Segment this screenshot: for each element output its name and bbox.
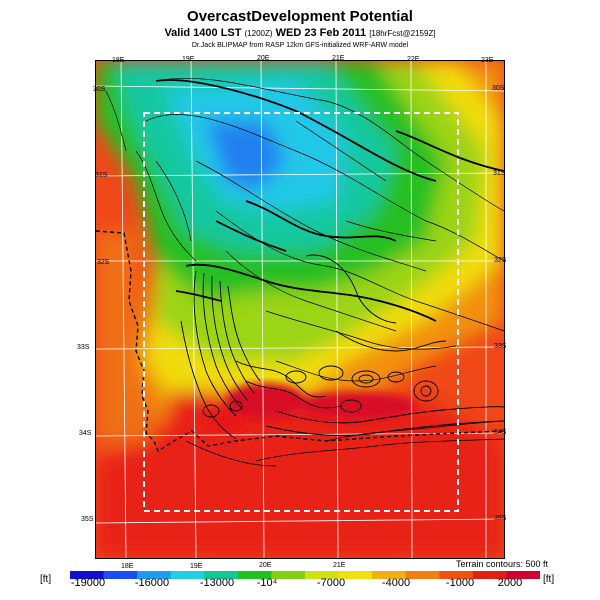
lat-label-right: 31S [493,170,506,177]
colorbar-swatch [506,571,540,579]
inner-domain-box [143,112,459,512]
colorbar-swatch [405,571,440,579]
terrain-contours-major [155,79,504,322]
lat-label-right: 30S [492,85,505,92]
lon-label-bottom: 19E [190,563,203,570]
terrain-contours [180,254,504,440]
lat-label-left: 30S [93,86,106,93]
colorbar-swatch [103,571,138,579]
colorbar-swatch [472,571,507,579]
lon-label-top: 23E [481,57,494,64]
colorbar [70,571,540,579]
colorbar-swatch [372,571,407,579]
lat-label-left: 31S [95,172,108,179]
colorbar-swatch [305,571,340,579]
colorbar-swatch [70,571,105,579]
lat-label-right: 32S [494,257,507,264]
lon-label-top: 21E [332,55,345,62]
lon-label-top: 18E [112,57,125,64]
lon-label-bottom: 20E [259,562,272,569]
colorbar-tick: -16000 [134,577,170,589]
map-panel [95,60,505,559]
colorbar-swatch [237,571,272,579]
colorbar-swatch [271,571,306,579]
colorbar-tick: -10⁴ [256,577,278,589]
lat-label-right: 35S [494,515,507,522]
lon-label-bottom: 18E [121,563,134,570]
colorbar-unit-left: [ft] [40,574,52,585]
colorbar-swatch [170,571,205,579]
lat-label-left: 33S [77,344,90,351]
model-credit: Dr.Jack BLIPMAP from RASP 12km GFS-initi… [191,42,409,49]
coastline [96,230,504,453]
lat-label-left: 32S [97,259,110,266]
terrain-contours-note: Terrain contours: 500 ft [455,559,548,569]
lat-label-left: 35S [81,516,94,523]
colorbar-swatch [439,571,474,579]
lon-label-top: 22E [407,56,420,63]
chart-title: OvercastDevelopment Potential [187,8,413,25]
colorbar-tick: -7000 [316,577,346,589]
forecast-field-map [96,61,504,558]
lon-label-bottom: 21E [333,562,346,569]
valid-date: WED 23 Feb 2011 [275,27,367,39]
colorbar-swatch [137,571,172,579]
colorbar-tick: -1000 [445,577,475,589]
valid-time-line: Valid 1400 LST (1200Z) WED 23 Feb 2011 [… [0,27,600,39]
lat-label-left: 34S [79,430,92,437]
lat-label-right: 33S [494,343,507,350]
colorbar-swatch [204,571,239,579]
colorbar-ticks: -19000 -16000 -13000 -10⁴ -7000 -4000 -1… [62,577,542,591]
colorbar-unit-right: [ft] [543,574,555,585]
lon-label-top: 20E [257,55,270,62]
colorbar-tick: 2000 [497,577,523,589]
colorbar-tick: -13000 [199,577,235,589]
valid-code: (1200Z) [244,29,273,38]
forecast-tag: [18hrFcst@2159Z] [369,29,436,38]
colorbar-swatch [338,571,373,579]
valid-prefix: Valid 1400 LST [164,27,242,39]
lat-lon-grid [96,61,504,558]
colorbar-tick: -19000 [70,577,106,589]
lat-label-right: 34S [494,429,507,436]
colorbar-tick: -4000 [381,577,411,589]
field-color-fill [96,61,504,558]
lon-label-top: 19E [182,56,195,63]
